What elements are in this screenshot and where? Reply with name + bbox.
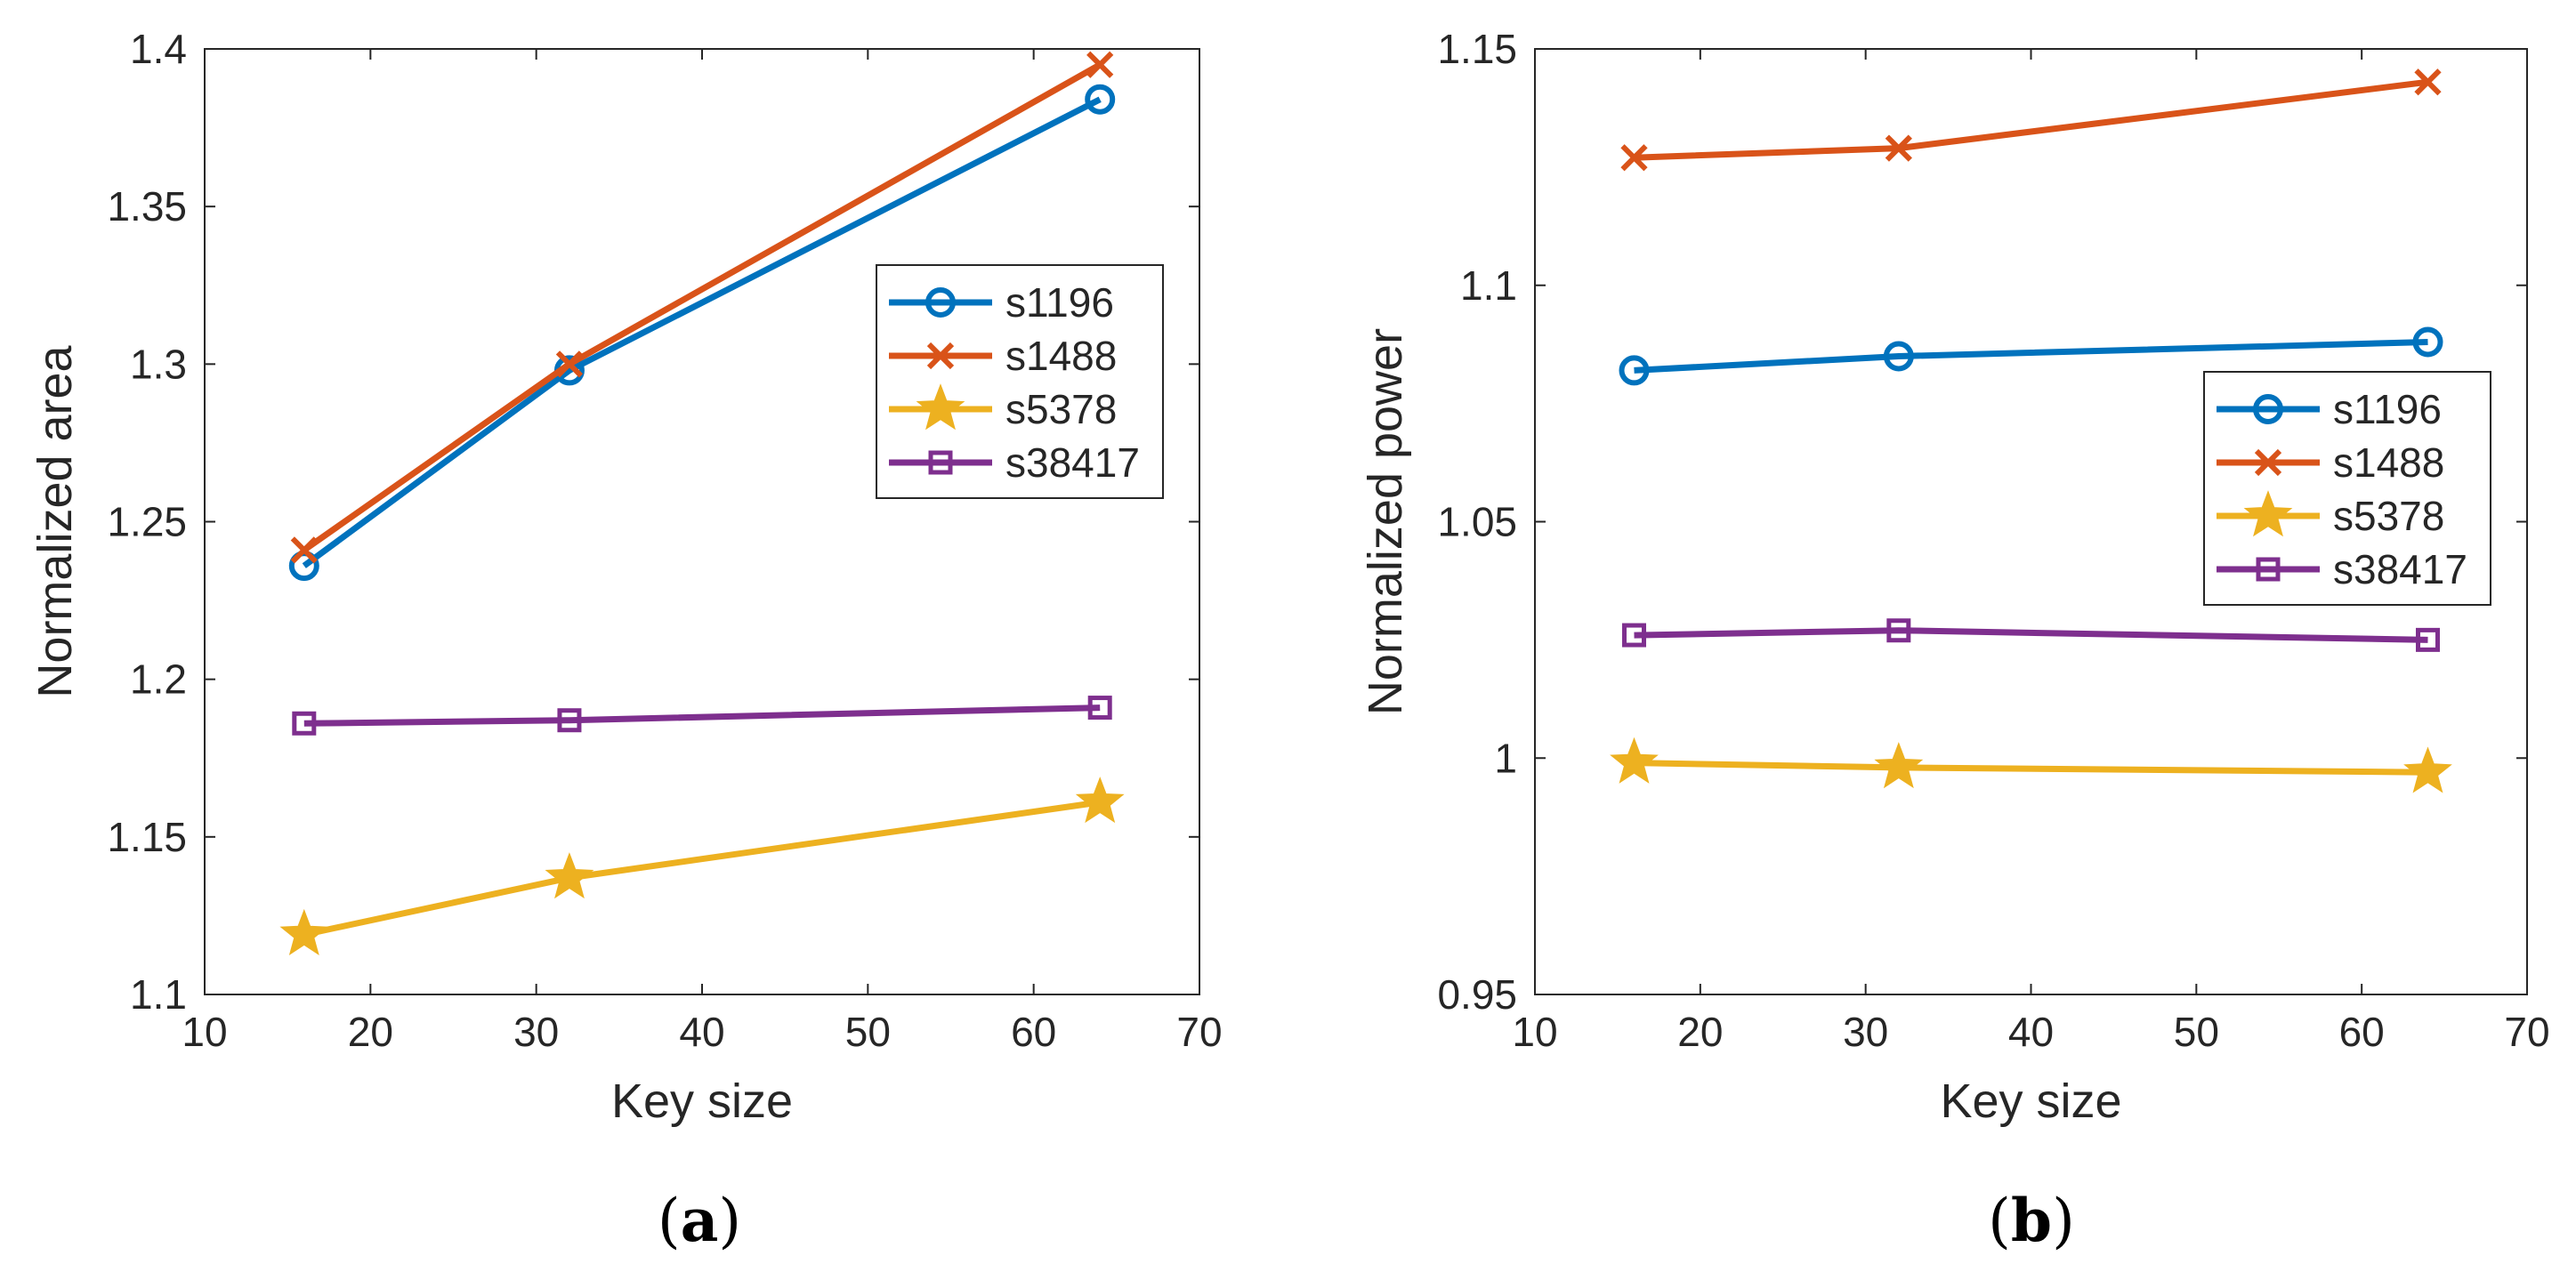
legend-label-s1488: s1488 xyxy=(1005,333,1117,379)
data-point-s1488 xyxy=(2414,68,2442,96)
series-line-s1196 xyxy=(302,96,1102,568)
x-tick-label: 70 xyxy=(1176,1009,1222,1055)
legend-label-s1488: s1488 xyxy=(2333,439,2444,486)
chart-b-power: 10 20 30 40 50 60 70 0.95 1 1.05 1.1 1.15 Key size No… xyxy=(1359,26,2550,1128)
data-point-s1488 xyxy=(1620,144,1648,172)
x-tick-label: 10 xyxy=(1512,1009,1557,1055)
svg-text:(a): (a) xyxy=(658,1186,741,1255)
legend-marker-s5378 xyxy=(2243,490,2293,537)
chart-a-area: 10 20 30 40 50 60 70 1.1 1.15 1.2 1.25 1.3 1.35 1.4 Ke… xyxy=(28,26,1223,1128)
series-line-s38417 xyxy=(1634,627,2428,643)
data-point-s1196 xyxy=(1883,341,1914,372)
data-point-s1196 xyxy=(1619,355,1650,386)
x-tick-label: 60 xyxy=(2339,1009,2385,1055)
series-s1488 xyxy=(290,51,1114,564)
series-line-s38417 xyxy=(303,704,1101,727)
data-point-s38417 xyxy=(2416,627,2440,652)
x-tick-label: 60 xyxy=(1011,1009,1056,1055)
legend-marker-s38417 xyxy=(928,450,953,475)
legend-marker-s1488 xyxy=(2254,448,2282,477)
y-tick-label: 1.1 xyxy=(1460,262,1517,309)
legend-marker-s1196 xyxy=(925,287,956,318)
x-tick-label: 30 xyxy=(1843,1009,1888,1055)
caption-b-close-paren: ) xyxy=(2052,1187,2075,1255)
x-tick-label: 50 xyxy=(845,1009,891,1055)
legend-marker-s5378 xyxy=(916,383,965,431)
x-tick-label: 20 xyxy=(1677,1009,1723,1055)
y-tick-label: 1 xyxy=(1494,735,1517,781)
caption-b-open-paren: ( xyxy=(1988,1187,2011,1255)
y-tick-label: 1.05 xyxy=(1437,499,1517,545)
y-tick-label: 1.25 xyxy=(107,499,187,545)
y-tick-label: 1.4 xyxy=(130,26,187,72)
legend-marker-s1488 xyxy=(926,342,955,370)
data-point-s5378 xyxy=(2403,746,2452,793)
data-point-s5378 xyxy=(1610,737,1659,784)
y-axis-label: Normalized area xyxy=(28,344,82,697)
y-tick-label: 1.1 xyxy=(130,971,187,1018)
plot-area xyxy=(204,48,1200,995)
data-point-s5378 xyxy=(545,852,594,899)
series-s38417 xyxy=(1622,618,2440,652)
legend-label-s38417: s38417 xyxy=(2333,546,2467,592)
caption-a-close-paren: ) xyxy=(718,1187,741,1255)
data-point-s5378 xyxy=(1075,777,1125,824)
x-axis-label: Key size xyxy=(1940,1075,2121,1128)
series-s38417 xyxy=(292,696,1112,736)
y-tick-label: 1.15 xyxy=(1437,26,1517,72)
legend-label-s38417: s38417 xyxy=(1005,439,1140,486)
data-point-s5378 xyxy=(279,908,329,955)
caption-a: (a) xyxy=(658,1186,741,1255)
caption-b: (b) xyxy=(1988,1186,2075,1255)
series-line-s1196 xyxy=(1634,339,2428,374)
caption-a-open-paren: ( xyxy=(658,1187,681,1255)
series-s5378 xyxy=(1610,737,2452,793)
caption-a-letter: a xyxy=(681,1186,719,1255)
x-tick-label: 10 xyxy=(182,1009,227,1055)
y-tick-label: 1.3 xyxy=(130,341,187,387)
legend: s1196 s1488 s5378 s38417 xyxy=(2203,371,2491,606)
x-axis-label: Key size xyxy=(611,1075,793,1128)
series-s1488 xyxy=(1620,68,2442,172)
data-point-s5378 xyxy=(1874,742,1924,789)
y-tick-label: 0.95 xyxy=(1437,971,1517,1018)
data-point-s38417 xyxy=(557,708,582,733)
x-tick-label: 30 xyxy=(513,1009,559,1055)
x-tick-label: 40 xyxy=(2008,1009,2054,1055)
data-point-s38417 xyxy=(1886,618,1911,643)
y-tick-label: 1.2 xyxy=(130,656,187,703)
series-s1196 xyxy=(1619,326,2443,386)
data-point-s1196 xyxy=(1085,84,1116,115)
y-tick-label: 1.35 xyxy=(107,183,187,229)
x-tick-label: 20 xyxy=(348,1009,393,1055)
caption-b-letter: b xyxy=(2011,1186,2052,1255)
y-axis-label: Normalized power xyxy=(1359,328,1412,715)
x-tick-label: 40 xyxy=(679,1009,724,1055)
data-point-s1488 xyxy=(1885,134,1912,162)
legend-label-s5378: s5378 xyxy=(2333,493,2444,539)
legend-label-s1196: s1196 xyxy=(1005,279,1114,326)
x-tick-label: 50 xyxy=(2174,1009,2219,1055)
legend: s1196 s1488 s5378 s38417 xyxy=(876,264,1164,499)
x-tick-label: 70 xyxy=(2504,1009,2549,1055)
legend-marker-s38417 xyxy=(2256,557,2281,582)
data-point-s1196 xyxy=(2412,326,2443,358)
data-point-s1488 xyxy=(1086,51,1114,78)
svg-text:(b): (b) xyxy=(1988,1186,2075,1255)
data-point-s38417 xyxy=(1622,623,1646,648)
data-point-s38417 xyxy=(1087,696,1112,721)
data-point-s1488 xyxy=(290,536,318,564)
data-point-s1488 xyxy=(555,350,584,378)
legend-marker-s1196 xyxy=(2253,394,2283,424)
legend-label-s5378: s5378 xyxy=(1005,386,1117,432)
y-tick-label: 1.15 xyxy=(107,814,187,860)
data-point-s38417 xyxy=(292,711,317,736)
series-s5378 xyxy=(279,777,1125,955)
legend-label-s1196: s1196 xyxy=(2333,386,2442,432)
